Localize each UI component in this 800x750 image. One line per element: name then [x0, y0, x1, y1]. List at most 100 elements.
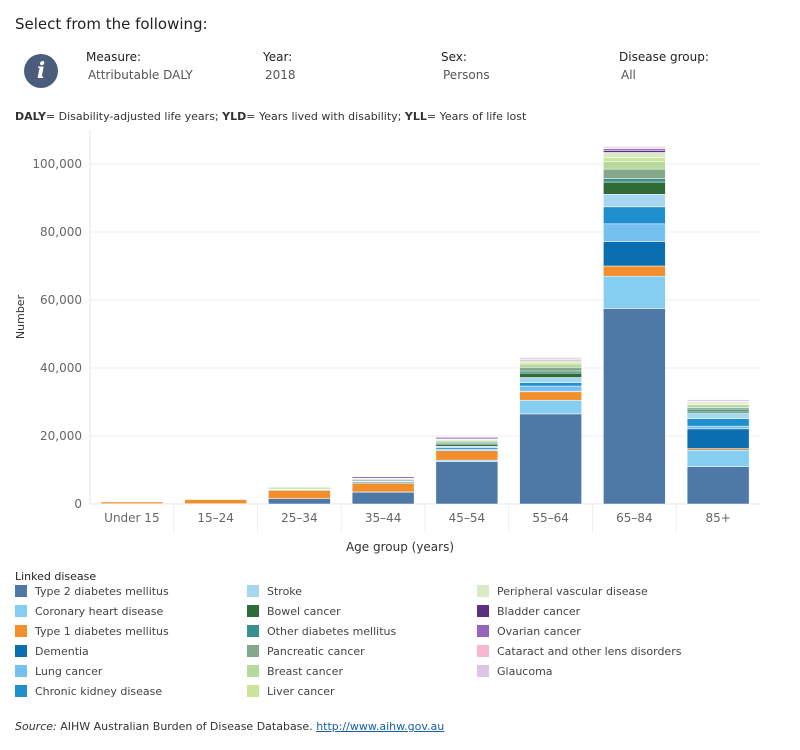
bar-segment[interactable] [519, 413, 582, 505]
bar-segment[interactable] [351, 482, 415, 493]
legend-item[interactable]: Coronary heart disease [15, 605, 163, 625]
bar-segment[interactable] [686, 418, 750, 427]
source-label: Source: [15, 720, 57, 733]
legend-item[interactable]: Stroke [247, 585, 302, 605]
bar-segment[interactable] [351, 491, 415, 505]
filter-disease-group[interactable]: Disease group: All [619, 50, 709, 82]
source-link[interactable]: http://www.aihw.gov.au [316, 720, 445, 733]
bar-segment[interactable] [519, 385, 582, 392]
x-tick-label: 55–64 [532, 511, 569, 525]
daly-term: DALY [15, 110, 46, 123]
bar-segment[interactable] [603, 241, 666, 267]
bar-segment[interactable] [268, 490, 331, 499]
bar-segment[interactable] [519, 372, 582, 378]
bar-segment[interactable] [519, 367, 582, 372]
bar-segment[interactable] [686, 425, 750, 430]
x-tick-label: 65–84 [616, 511, 653, 525]
legend-item[interactable]: Glaucoma [477, 665, 553, 685]
x-tick-label: 45–54 [449, 511, 486, 525]
bar-segment[interactable] [184, 499, 247, 504]
bar-segment[interactable] [435, 445, 499, 449]
legend-item[interactable]: Pancreatic cancer [247, 645, 365, 665]
bar-segment[interactable] [603, 168, 666, 179]
bar-segment[interactable] [603, 148, 666, 151]
legend-item[interactable]: Ovarian cancer [477, 625, 581, 645]
bar-segment[interactable] [603, 150, 666, 153]
bar-segment[interactable] [603, 223, 666, 242]
legend-item[interactable]: Type 2 diabetes mellitus [15, 585, 169, 605]
bar-segment[interactable] [603, 178, 666, 183]
bar-segment[interactable] [686, 466, 750, 505]
filter-year[interactable]: Year: 2018 [263, 50, 296, 82]
bar-segment[interactable] [603, 194, 666, 208]
legend-swatch [247, 665, 259, 677]
legend-item[interactable]: Liver cancer [247, 685, 335, 705]
legend-item[interactable]: Peripheral vascular disease [477, 585, 648, 605]
legend-item[interactable]: Lung cancer [15, 665, 102, 685]
bar-segment[interactable] [686, 412, 750, 419]
bar-segment[interactable] [519, 370, 582, 374]
bar-segment[interactable] [435, 443, 499, 447]
bar-segment[interactable] [435, 437, 499, 440]
bar-segment[interactable] [519, 363, 582, 368]
bar-segment[interactable] [435, 461, 499, 505]
filter-measure-value[interactable]: Attributable DALY [88, 68, 193, 82]
legend-swatch [247, 685, 259, 697]
filter-measure-label: Measure: [86, 50, 142, 64]
bar-segment[interactable] [686, 404, 750, 408]
bar-segment[interactable] [519, 391, 582, 401]
legend-item[interactable]: Bowel cancer [247, 605, 341, 625]
bar-segment[interactable] [686, 450, 750, 467]
bar-segment[interactable] [686, 410, 750, 414]
legend-item[interactable]: Type 1 diabetes mellitus [15, 625, 169, 645]
y-tick-label: 80,000 [40, 225, 82, 239]
bar-segment[interactable] [435, 450, 499, 461]
bar-segment[interactable] [603, 308, 666, 505]
bar-segment[interactable] [100, 501, 164, 504]
bar-segment[interactable] [519, 400, 582, 415]
bar-segment[interactable] [686, 448, 750, 451]
bar-segment[interactable] [686, 428, 750, 449]
bar-segment[interactable] [603, 152, 666, 158]
legend-item[interactable]: Breast cancer [247, 665, 343, 685]
bar-segment[interactable] [686, 408, 750, 412]
legend-label: Coronary heart disease [35, 605, 164, 618]
bar-segment[interactable] [519, 382, 582, 387]
legend-item[interactable]: Cataract and other lens disorders [477, 645, 681, 665]
filter-sex-value[interactable]: Persons [443, 68, 490, 82]
legend-item[interactable]: Bladder cancer [477, 605, 580, 625]
bar-segment[interactable] [686, 407, 750, 410]
bar-segment[interactable] [435, 440, 499, 443]
filter-year-value[interactable]: 2018 [265, 68, 296, 82]
filter-sex[interactable]: Sex: Persons [441, 50, 490, 82]
bar-segment[interactable] [603, 275, 666, 309]
bar-segment[interactable] [686, 399, 750, 402]
legend-item[interactable]: Other diabetes mellitus [247, 625, 396, 645]
legend-swatch [15, 645, 27, 657]
legend-swatch [477, 585, 489, 597]
legend-label: Chronic kidney disease [35, 685, 163, 698]
legend-item[interactable]: Dementia [15, 645, 89, 665]
bar-segment[interactable] [519, 377, 582, 383]
bar-segment[interactable] [268, 498, 331, 505]
bar-segment[interactable] [519, 360, 582, 363]
x-tick-label: 35–44 [365, 511, 402, 525]
bar-segment[interactable] [603, 181, 666, 195]
bar-segment[interactable] [603, 206, 666, 225]
bar-segment[interactable] [603, 157, 666, 162]
bar-segment[interactable] [519, 357, 582, 360]
info-icon[interactable]: i [24, 54, 58, 88]
bar-segment[interactable] [603, 146, 666, 149]
legend-item[interactable]: Chronic kidney disease [15, 685, 162, 705]
bar-segment[interactable] [351, 476, 415, 479]
bar-segment[interactable] [603, 161, 666, 170]
bar-segment[interactable] [519, 361, 582, 365]
legend-swatch [15, 585, 27, 597]
x-tick-label: 85+ [705, 511, 730, 525]
bar-segment[interactable] [603, 265, 666, 277]
legend-label: Pancreatic cancer [267, 645, 365, 658]
filter-measure[interactable]: Measure: Attributable DALY [86, 50, 193, 82]
bar-segment[interactable] [686, 402, 750, 405]
bar-segment[interactable] [268, 487, 331, 490]
filter-disease-group-value[interactable]: All [621, 68, 636, 82]
